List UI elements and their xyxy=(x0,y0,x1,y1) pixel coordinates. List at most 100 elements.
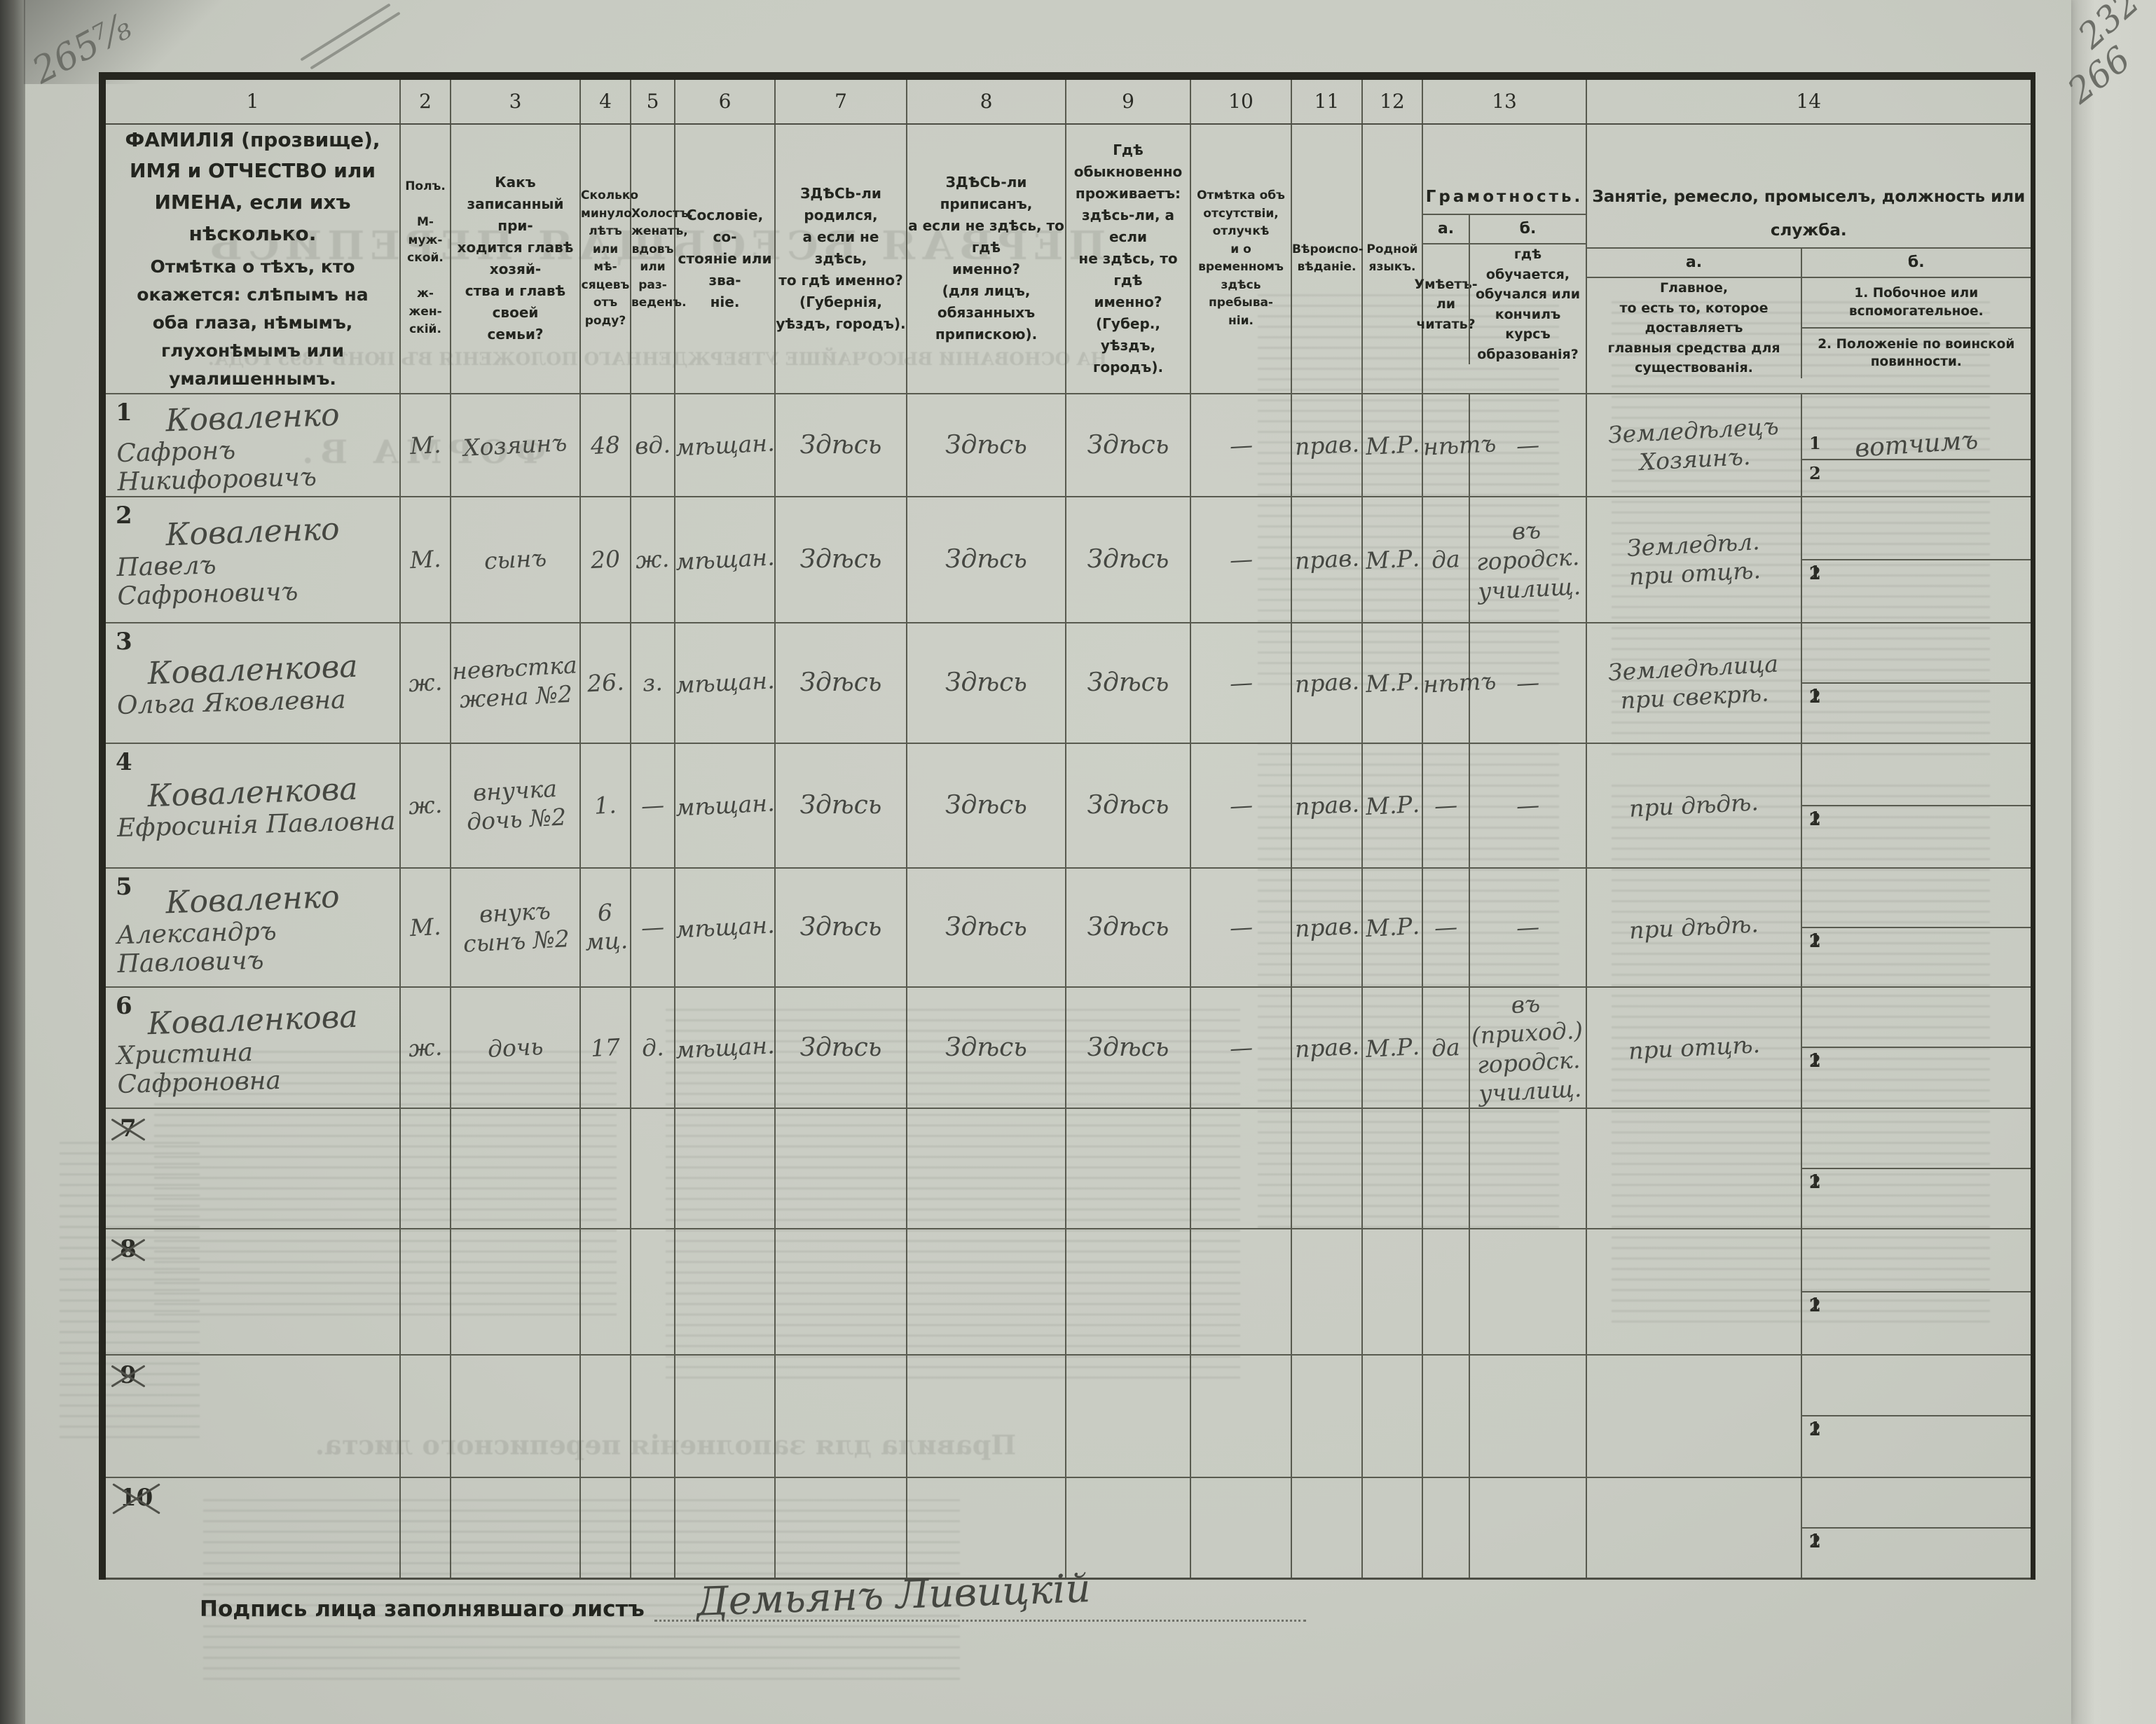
given-name-entry: Сафронъ Никифоровичъ xyxy=(116,436,317,497)
col-header-birthplace: ЗДѢСЬ-ли родился, а если не здѣсь, то гд… xyxy=(774,123,907,394)
cell-estate: мѣщан. xyxy=(674,742,776,869)
cell-birthplace: Здѣсь xyxy=(774,867,907,988)
cell-age xyxy=(579,1227,631,1356)
table-row: 1 Коваленко Сафронъ Никифоровичъ М. Хозя… xyxy=(102,392,2034,497)
cell-registration: Здѣсь xyxy=(906,621,1066,744)
cell-age: 48 xyxy=(579,392,631,497)
cell-reads: да xyxy=(1422,986,1470,1109)
table-row-empty: 9 1 2 xyxy=(102,1353,2034,1478)
cell-estate xyxy=(674,1107,776,1229)
cell-residence xyxy=(1065,1227,1191,1356)
header-name-line2: Отмѣтка о тѣхъ, кто окажется: слѣпымъ на… xyxy=(137,256,369,389)
cell-name: 9 xyxy=(102,1353,401,1478)
cell-name: 2 Коваленко Павелъ Сафроновичъ xyxy=(102,495,401,623)
col-num-14: 14 xyxy=(1586,75,2034,125)
cell-marital: ж. xyxy=(630,495,675,623)
cell-age: 17 xyxy=(579,986,631,1109)
cell-religion xyxy=(1291,1227,1363,1356)
col-header-occupation: Занятіе, ремесло, промыселъ, должность и… xyxy=(1586,123,2034,394)
cell-occupation: при дѣдѣ. xyxy=(1586,742,1803,869)
col-header-literacy: Грамотность. а. Умѣетъ- ли читать? б. гд… xyxy=(1414,123,1588,394)
cell-sex: М. xyxy=(399,867,451,988)
cell-sex: М. xyxy=(399,392,451,497)
literacy-sub-a: а. Умѣетъ- ли читать? xyxy=(1414,215,1477,364)
cell-side-occupation: 1 2 xyxy=(1801,1476,2034,1580)
census-table: 1 2 3 4 5 6 7 8 9 10 11 12 13 14 ФАМИЛІЯ… xyxy=(99,72,2035,1580)
signature-line: Демьянъ Ливицкій xyxy=(654,1566,1306,1625)
table-row: 4 Коваленкова Ефросинія Павловна ж. внуч… xyxy=(102,742,2034,869)
cell-name: 4 Коваленкова Ефросинія Павловна xyxy=(102,742,401,869)
cell-registration: Здѣсь xyxy=(906,867,1066,988)
signature-block: Подпись лица заполнявшаго листъ Демьянъ … xyxy=(200,1566,1306,1625)
cell-name: 1 Коваленко Сафронъ Никифоровичъ xyxy=(102,392,401,497)
cell-birthplace xyxy=(774,1476,907,1580)
col-num-6: 6 xyxy=(674,75,776,125)
crossed-row-number: 7 xyxy=(116,1113,141,1144)
cell-birthplace xyxy=(774,1107,907,1229)
col-num-4: 4 xyxy=(579,75,631,125)
cell-education: въ городск. училищ. xyxy=(1468,495,1588,623)
cell-marital xyxy=(630,1353,675,1478)
cell-registration: Здѣсь xyxy=(906,495,1066,623)
row-number: 6 xyxy=(116,991,132,1020)
cell-relation: сынъ xyxy=(450,495,581,623)
cell-marital xyxy=(630,1476,675,1580)
cell-religion xyxy=(1291,1476,1363,1580)
cell-residence xyxy=(1065,1107,1191,1229)
cell-occupation: при отцѣ. xyxy=(1586,986,1803,1109)
cell-language: М.Р. xyxy=(1361,742,1423,869)
cell-education xyxy=(1468,1227,1588,1356)
cell-sex: ж. xyxy=(399,742,451,869)
cell-occupation: Земледѣл. при отцѣ. xyxy=(1586,495,1803,623)
cell-sex xyxy=(399,1353,451,1478)
cell-absence: — xyxy=(1190,495,1292,623)
cell-absence: — xyxy=(1190,392,1292,497)
cell-marital: з. xyxy=(630,621,675,744)
cell-language: М.Р. xyxy=(1361,495,1423,623)
cell-occupation xyxy=(1586,1227,1803,1356)
cell-estate: мѣщан. xyxy=(674,986,776,1109)
column-header-row: ФАМИЛІЯ (прозвище), ИМЯ и ОТЧЕСТВО или И… xyxy=(102,123,2034,394)
cell-reads xyxy=(1422,1353,1470,1478)
cell-birthplace xyxy=(774,1227,907,1356)
cell-relation: внукъ сынъ №2 xyxy=(450,867,581,988)
col-header-name: ФАМИЛІЯ (прозвище), ИМЯ и ОТЧЕСТВО или И… xyxy=(102,123,401,394)
col-header-relation: Какъ записанный при- ходится главѣ хозяй… xyxy=(450,123,581,394)
signature-label: Подпись лица заполнявшаго листъ xyxy=(200,1597,645,1622)
table-row-empty: 8 1 2 xyxy=(102,1227,2034,1356)
signature-handwriting: Демьянъ Ливицкій xyxy=(695,1566,1092,1625)
cell-absence: — xyxy=(1190,742,1292,869)
col-header-estate: Сословіе, со- стояніе или зва- ніе. xyxy=(674,123,776,394)
cell-absence xyxy=(1190,1227,1292,1356)
cell-religion: прав. xyxy=(1291,495,1363,623)
cell-name: 8 xyxy=(102,1227,401,1356)
cell-language xyxy=(1361,1353,1423,1478)
cell-name: 5 Коваленко Александръ Павловичъ xyxy=(102,867,401,988)
cell-absence: — xyxy=(1190,986,1292,1109)
cell-side-occupation: 1 2 xyxy=(1801,986,2034,1109)
cell-registration xyxy=(906,1107,1066,1229)
col-header-age: Сколько минуло лѣтъ или мѣ- сяцевъ отъ р… xyxy=(579,123,638,394)
crossed-row-number: 8 xyxy=(116,1234,141,1264)
book-binding-edge xyxy=(0,0,25,1724)
cell-language xyxy=(1361,1107,1423,1229)
cell-religion xyxy=(1291,1107,1363,1229)
literacy-title: Грамотность. xyxy=(1423,180,1586,216)
cell-age xyxy=(579,1353,631,1478)
cell-reads: нѣтъ xyxy=(1422,392,1497,497)
cell-birthplace: Здѣсь xyxy=(774,621,907,744)
cell-side-occupation: 1 2 xyxy=(1801,495,2034,623)
col-num-13: 13 xyxy=(1421,75,1588,125)
cell-birthplace: Здѣсь xyxy=(774,495,907,623)
row-number: 2 xyxy=(116,501,132,530)
cell-name: 10 xyxy=(102,1476,401,1580)
col-header-absence: Отмѣтка объ отсутствіи, отлучкѣ и о врем… xyxy=(1190,123,1292,394)
cell-age xyxy=(579,1107,631,1229)
cell-estate xyxy=(674,1476,776,1580)
cell-side-occupation: 1 2 xyxy=(1801,867,2034,988)
cell-age: 20 xyxy=(579,495,631,623)
cell-birthplace: Здѣсь xyxy=(774,742,907,869)
cell-estate: мѣщан. xyxy=(674,867,776,988)
cell-language: М.Р. xyxy=(1361,867,1423,988)
cell-residence: Здѣсь xyxy=(1065,867,1191,988)
